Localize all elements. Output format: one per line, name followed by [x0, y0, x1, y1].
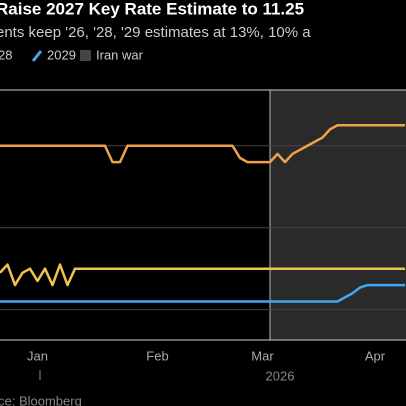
x-tick-label: Mar	[251, 348, 274, 363]
chart-title: Raise 2027 Key Rate Estimate to 11.25	[0, 0, 304, 18]
chart-subtitle: ents keep '26, '28, '29 estimates at 13%…	[0, 24, 311, 41]
legend-label: 2029	[47, 47, 76, 62]
year-label: 2026	[266, 368, 295, 383]
x-tick-label: Feb	[146, 348, 168, 363]
legend-icon	[31, 50, 43, 62]
series-line	[0, 263, 405, 287]
series-line	[0, 283, 405, 303]
source: ce: Bloomberg	[0, 393, 82, 406]
legend-label: 28	[0, 47, 12, 62]
legend-label: Iran war	[96, 47, 144, 62]
x-tick-label: Apr	[365, 348, 386, 363]
x-tick-label: Jan	[27, 348, 48, 363]
series-line	[0, 123, 405, 164]
shade-region	[270, 90, 406, 340]
legend-icon	[80, 50, 91, 61]
